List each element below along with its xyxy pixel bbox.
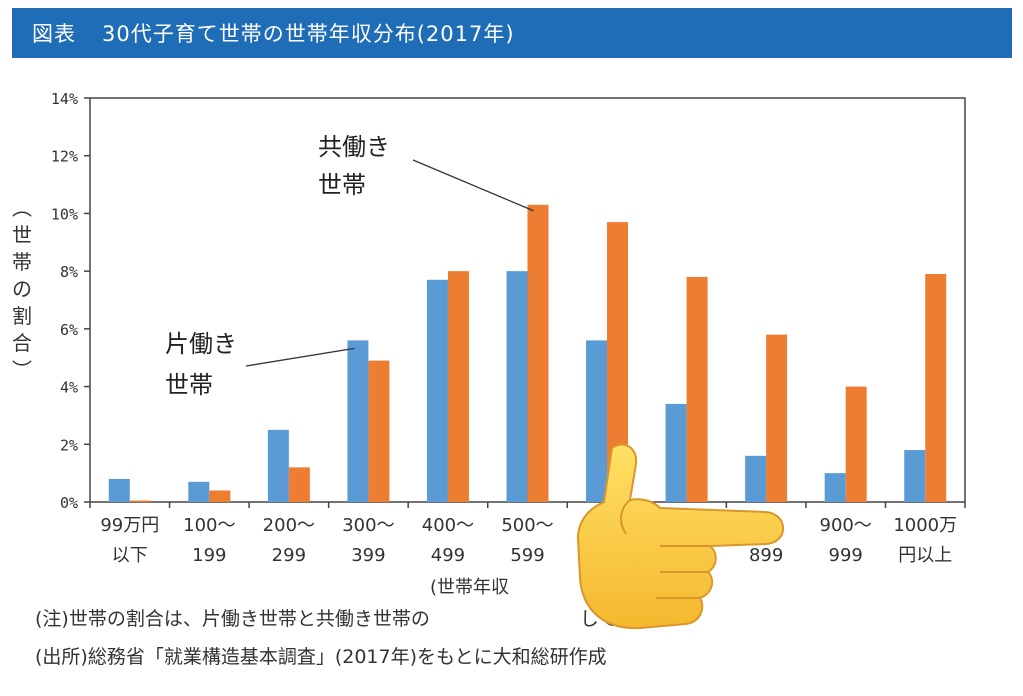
x-tick-label: 円以上 xyxy=(898,545,952,566)
x-tick-label: 1000万 xyxy=(893,515,957,536)
chart-bars xyxy=(108,204,947,503)
bar-single-income xyxy=(824,473,846,502)
y-tick-label: 8% xyxy=(60,263,78,281)
x-tick-label: 199 xyxy=(192,545,226,566)
bar-single-income xyxy=(506,271,528,502)
annotation-single-income-line1: 片働き xyxy=(165,330,237,358)
y-tick-label: 10% xyxy=(51,205,78,223)
y-tick-label: 12% xyxy=(51,148,78,166)
bar-single-income xyxy=(426,279,448,502)
chart-title: 30代子育て世帯の世帯年収分布(2017年) xyxy=(102,22,515,46)
x-tick-label: 200〜 xyxy=(263,515,315,536)
bar-single-income xyxy=(188,481,210,502)
y-tick-label: 4% xyxy=(60,379,78,397)
x-tick-label: 300〜 xyxy=(342,515,394,536)
annotation-dual-income-line1: 共働き xyxy=(318,133,390,161)
bar-single-income xyxy=(347,340,369,502)
x-tick-label: 以下 xyxy=(112,545,148,566)
bar-dual-income xyxy=(368,360,390,502)
figure-label: 図表 xyxy=(32,22,76,46)
y-tick-label: 0% xyxy=(60,494,78,512)
bar-dual-income xyxy=(845,386,867,502)
x-tick-label: 500〜 xyxy=(501,515,553,536)
y-axis-label: ︵世帯の割合︶ xyxy=(12,196,32,382)
bar-dual-income xyxy=(209,490,231,502)
x-tick-label: 299 xyxy=(272,545,306,566)
bar-dual-income xyxy=(766,334,788,502)
bar-dual-income xyxy=(607,222,629,503)
x-tick-label: 999 xyxy=(829,545,863,566)
x-tick-label: 499 xyxy=(431,545,465,566)
note-main: (注)世帯の割合は、片働き世帯と共働き世帯の xyxy=(35,608,430,630)
bar-dual-income xyxy=(686,276,708,502)
bar-single-income xyxy=(586,340,608,502)
y-tick-label: 14% xyxy=(51,90,78,108)
pointing-hand-icon xyxy=(576,443,785,630)
chart-header: 図表 30代子育て世帯の世帯年収分布(2017年) xyxy=(12,8,1012,58)
x-tick-label: 400〜 xyxy=(422,515,474,536)
bar-single-income xyxy=(267,429,289,502)
x-tick-label: 899 xyxy=(749,545,783,566)
y-tick-label: 6% xyxy=(60,321,78,339)
x-tick-label: 599 xyxy=(510,545,544,566)
bar-single-income xyxy=(745,455,767,502)
bar-dual-income xyxy=(925,274,947,502)
x-tick-label: 100〜 xyxy=(183,515,235,536)
bar-single-income xyxy=(108,478,130,502)
annotation-leader-single xyxy=(245,347,355,367)
x-tick-label: 900〜 xyxy=(820,515,872,536)
y-tick-label: 2% xyxy=(60,436,78,454)
bar-single-income xyxy=(904,450,926,502)
source-text: (出所)総務省「就業構造基本調査」(2017年)をもとに大和総研作成 xyxy=(35,646,607,668)
annotation-single-income-line2: 世帯 xyxy=(165,371,213,399)
bar-single-income xyxy=(665,403,687,502)
bar-dual-income xyxy=(527,204,549,502)
bar-dual-income xyxy=(288,467,310,502)
x-tick-label: 99万円 xyxy=(100,515,159,536)
y-tick-labels: 0% 2% 4% 6% 8% 10% 12% 14% ︵世帯の割合︶ xyxy=(12,90,78,512)
annotation-dual-income-line2: 世帯 xyxy=(318,171,366,199)
bar-dual-income xyxy=(447,271,469,502)
bar-dual-income xyxy=(129,500,151,502)
x-tick-label: 399 xyxy=(351,545,385,566)
annotation-leader-dual xyxy=(412,159,534,212)
x-axis-label: (世帯年収 xyxy=(430,577,509,598)
